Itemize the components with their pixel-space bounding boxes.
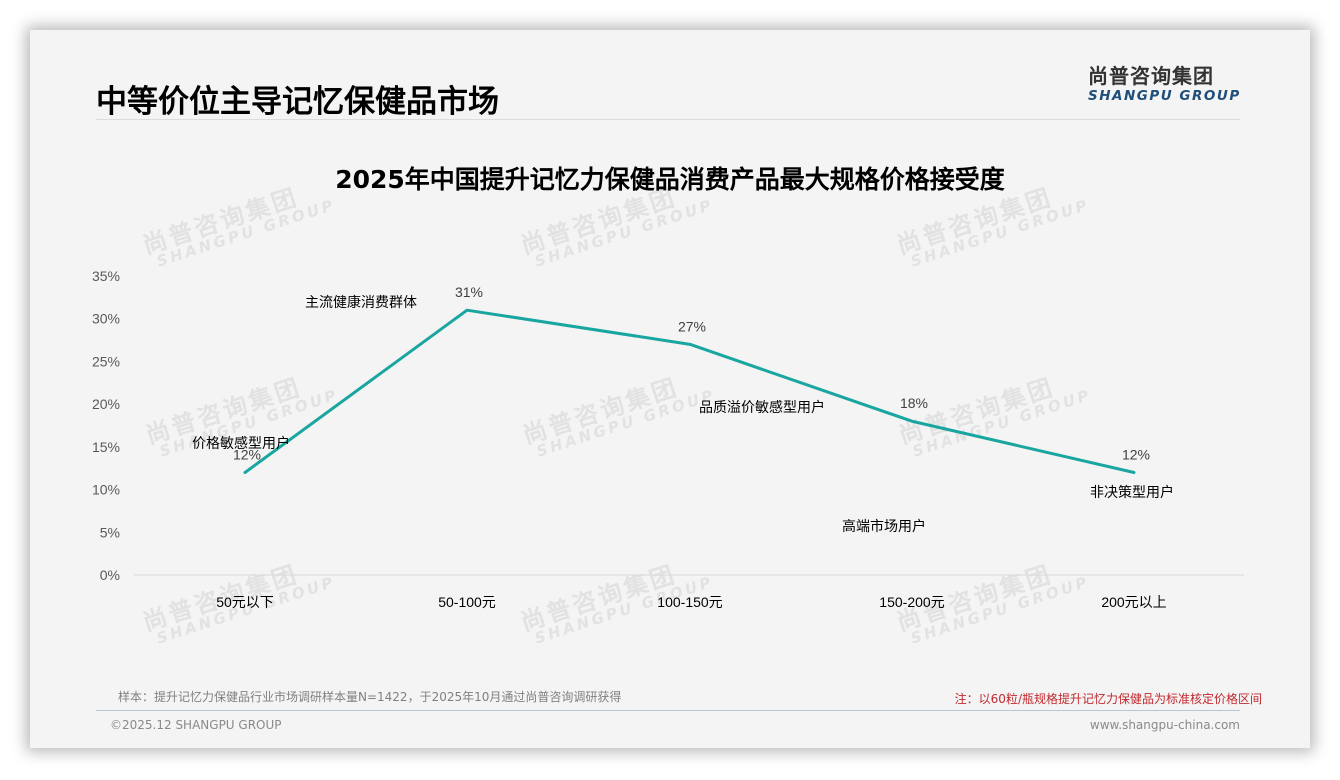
- series-line: [243, 308, 1136, 474]
- x-tick-label: 200元以上: [1101, 594, 1166, 610]
- y-axis: 0% 5% 10% 15% 20% 25% 30% 35%: [92, 268, 120, 583]
- slide: 中等价位主导记忆保健品市场 尚普咨询集团 SHANGPU GROUP 尚普咨询集…: [30, 30, 1310, 748]
- footer-divider: [96, 710, 1240, 711]
- segment-annotation: 非决策型用户: [1090, 484, 1174, 501]
- copyright: ©2025.12 SHANGPU GROUP: [110, 718, 282, 732]
- price-note: 注：以60粒/瓶规格提升记忆力保健品为标准核定价格区间: [954, 692, 1262, 706]
- y-tick-label: 30%: [92, 311, 120, 327]
- logo-en-text: SHANGPU GROUP: [1088, 88, 1241, 104]
- x-tick-label: 50元以下: [216, 594, 274, 610]
- sample-note: 样本：提升记忆力保健品行业市场调研样本量N=1422，于2025年10月通过尚普…: [118, 690, 622, 704]
- y-tick-label: 20%: [92, 396, 120, 412]
- website-link[interactable]: www.shangpu-china.com: [1089, 718, 1240, 732]
- y-tick-label: 0%: [100, 567, 120, 583]
- company-logo: 尚普咨询集团 SHANGPU GROUP: [1088, 64, 1240, 104]
- x-axis: 50元以下 50-100元 100-150元 150-200元 200元以上: [216, 594, 1166, 610]
- x-tick-label: 100-150元: [657, 594, 722, 610]
- data-labels: 12% 31% 27% 18% 12%: [233, 284, 1150, 462]
- data-label: 27%: [678, 318, 706, 334]
- logo-cn-text: 尚普咨询集团: [1088, 64, 1214, 88]
- segment-annotation: 高端市场用户: [842, 518, 926, 535]
- x-tick-label: 150-200元: [879, 594, 944, 610]
- y-tick-label: 5%: [100, 524, 120, 540]
- data-label: 18%: [900, 395, 928, 411]
- segment-annotation: 价格敏感型用户: [192, 435, 290, 452]
- x-tick-label: 50-100元: [438, 594, 496, 610]
- y-tick-label: 10%: [92, 482, 120, 498]
- segment-annotation: 品质溢价敏感型用户: [699, 399, 825, 416]
- data-label: 31%: [455, 284, 483, 300]
- data-label: 12%: [233, 446, 261, 462]
- chart-title: 2025年中国提升记忆力保健品消费产品最大规格价格接受度: [335, 165, 1005, 194]
- y-tick-label: 35%: [92, 268, 120, 284]
- y-tick-label: 15%: [92, 439, 120, 455]
- data-label: 12%: [1122, 446, 1150, 462]
- line-chart: 0% 5% 10% 15% 20% 25% 30% 35% 50元以下 50-100元 100-1…: [92, 268, 1244, 610]
- segment-annotation: 主流健康消费群体: [305, 294, 417, 311]
- header-divider: [96, 119, 1240, 120]
- y-tick-label: 25%: [92, 353, 120, 369]
- page-title: 中等价位主导记忆保健品市场: [96, 84, 499, 120]
